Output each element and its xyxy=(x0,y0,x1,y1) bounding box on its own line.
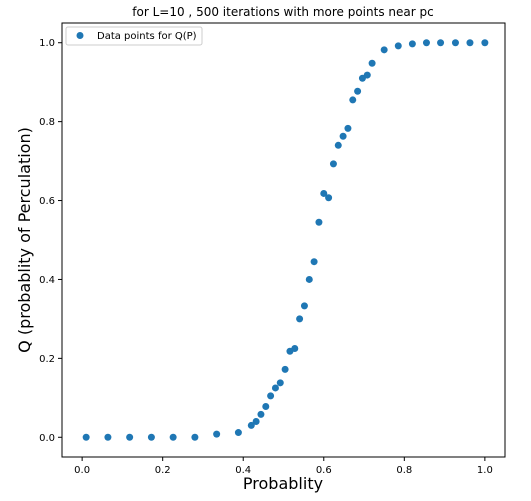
data-point xyxy=(281,365,289,373)
y-tick-label: 0.6 xyxy=(39,196,55,207)
x-tick-label: 0.6 xyxy=(316,465,332,476)
data-point xyxy=(147,433,155,441)
legend-box xyxy=(65,26,203,46)
data-point xyxy=(334,141,342,149)
y-tick-label: 0.4 xyxy=(39,275,55,286)
data-point xyxy=(271,384,279,392)
data-point xyxy=(291,345,299,352)
data-point xyxy=(325,194,333,202)
x-tick-label: 0.8 xyxy=(396,465,412,476)
x-tick-label: 0.4 xyxy=(235,465,251,476)
x-tick-label: 0.2 xyxy=(155,465,171,476)
data-point xyxy=(329,160,337,168)
y-axis-ticks: 0.0 0.2 0.4 0.6 0.8 1.0 xyxy=(39,38,62,444)
data-point xyxy=(408,40,416,48)
data-point xyxy=(315,218,323,226)
y-tick-label: 0.0 xyxy=(39,433,55,444)
data-point xyxy=(276,379,284,387)
data-point xyxy=(437,39,445,47)
data-point xyxy=(305,275,313,283)
data-points xyxy=(82,39,489,441)
data-point xyxy=(363,71,371,79)
data-point xyxy=(466,39,474,47)
data-point xyxy=(481,39,489,47)
data-point xyxy=(300,302,308,310)
data-point xyxy=(344,124,352,132)
x-axis-label: Probablity xyxy=(243,474,323,493)
legend-marker xyxy=(76,32,84,39)
legend-label: Data points for Q(P) xyxy=(97,31,197,42)
data-point xyxy=(267,392,275,400)
data-point xyxy=(320,189,328,197)
data-point xyxy=(247,421,255,429)
x-tick-label: 1.0 xyxy=(477,465,493,476)
x-axis-ticks: 0.0 0.2 0.4 0.6 0.8 1.0 xyxy=(74,457,493,476)
y-tick-label: 0.2 xyxy=(39,354,55,365)
data-point xyxy=(394,42,402,50)
plot-area xyxy=(61,22,506,458)
data-point xyxy=(262,402,270,410)
data-point xyxy=(104,433,112,441)
data-point xyxy=(234,429,242,437)
data-point xyxy=(310,258,318,266)
data-point xyxy=(380,46,388,54)
data-point xyxy=(191,433,199,441)
x-tick-label: 0.0 xyxy=(74,465,90,476)
data-point xyxy=(354,87,362,95)
data-point xyxy=(169,433,177,441)
data-point xyxy=(82,433,90,441)
legend: Data points for Q(P) xyxy=(65,26,203,46)
y-tick-label: 1.0 xyxy=(39,38,55,49)
y-axis-label: Q (probablity of Perculation) xyxy=(15,127,34,353)
data-point xyxy=(126,433,134,441)
data-point xyxy=(349,96,357,104)
data-point xyxy=(296,315,304,323)
data-point xyxy=(257,410,265,418)
chart-title: for L=10 , 500 iterations with more poin… xyxy=(132,5,433,19)
data-point xyxy=(422,39,430,47)
y-tick-label: 0.8 xyxy=(39,117,55,128)
data-point xyxy=(368,59,376,67)
data-point xyxy=(252,417,260,425)
data-point xyxy=(213,430,221,438)
data-point xyxy=(339,132,347,140)
data-point xyxy=(451,39,459,47)
